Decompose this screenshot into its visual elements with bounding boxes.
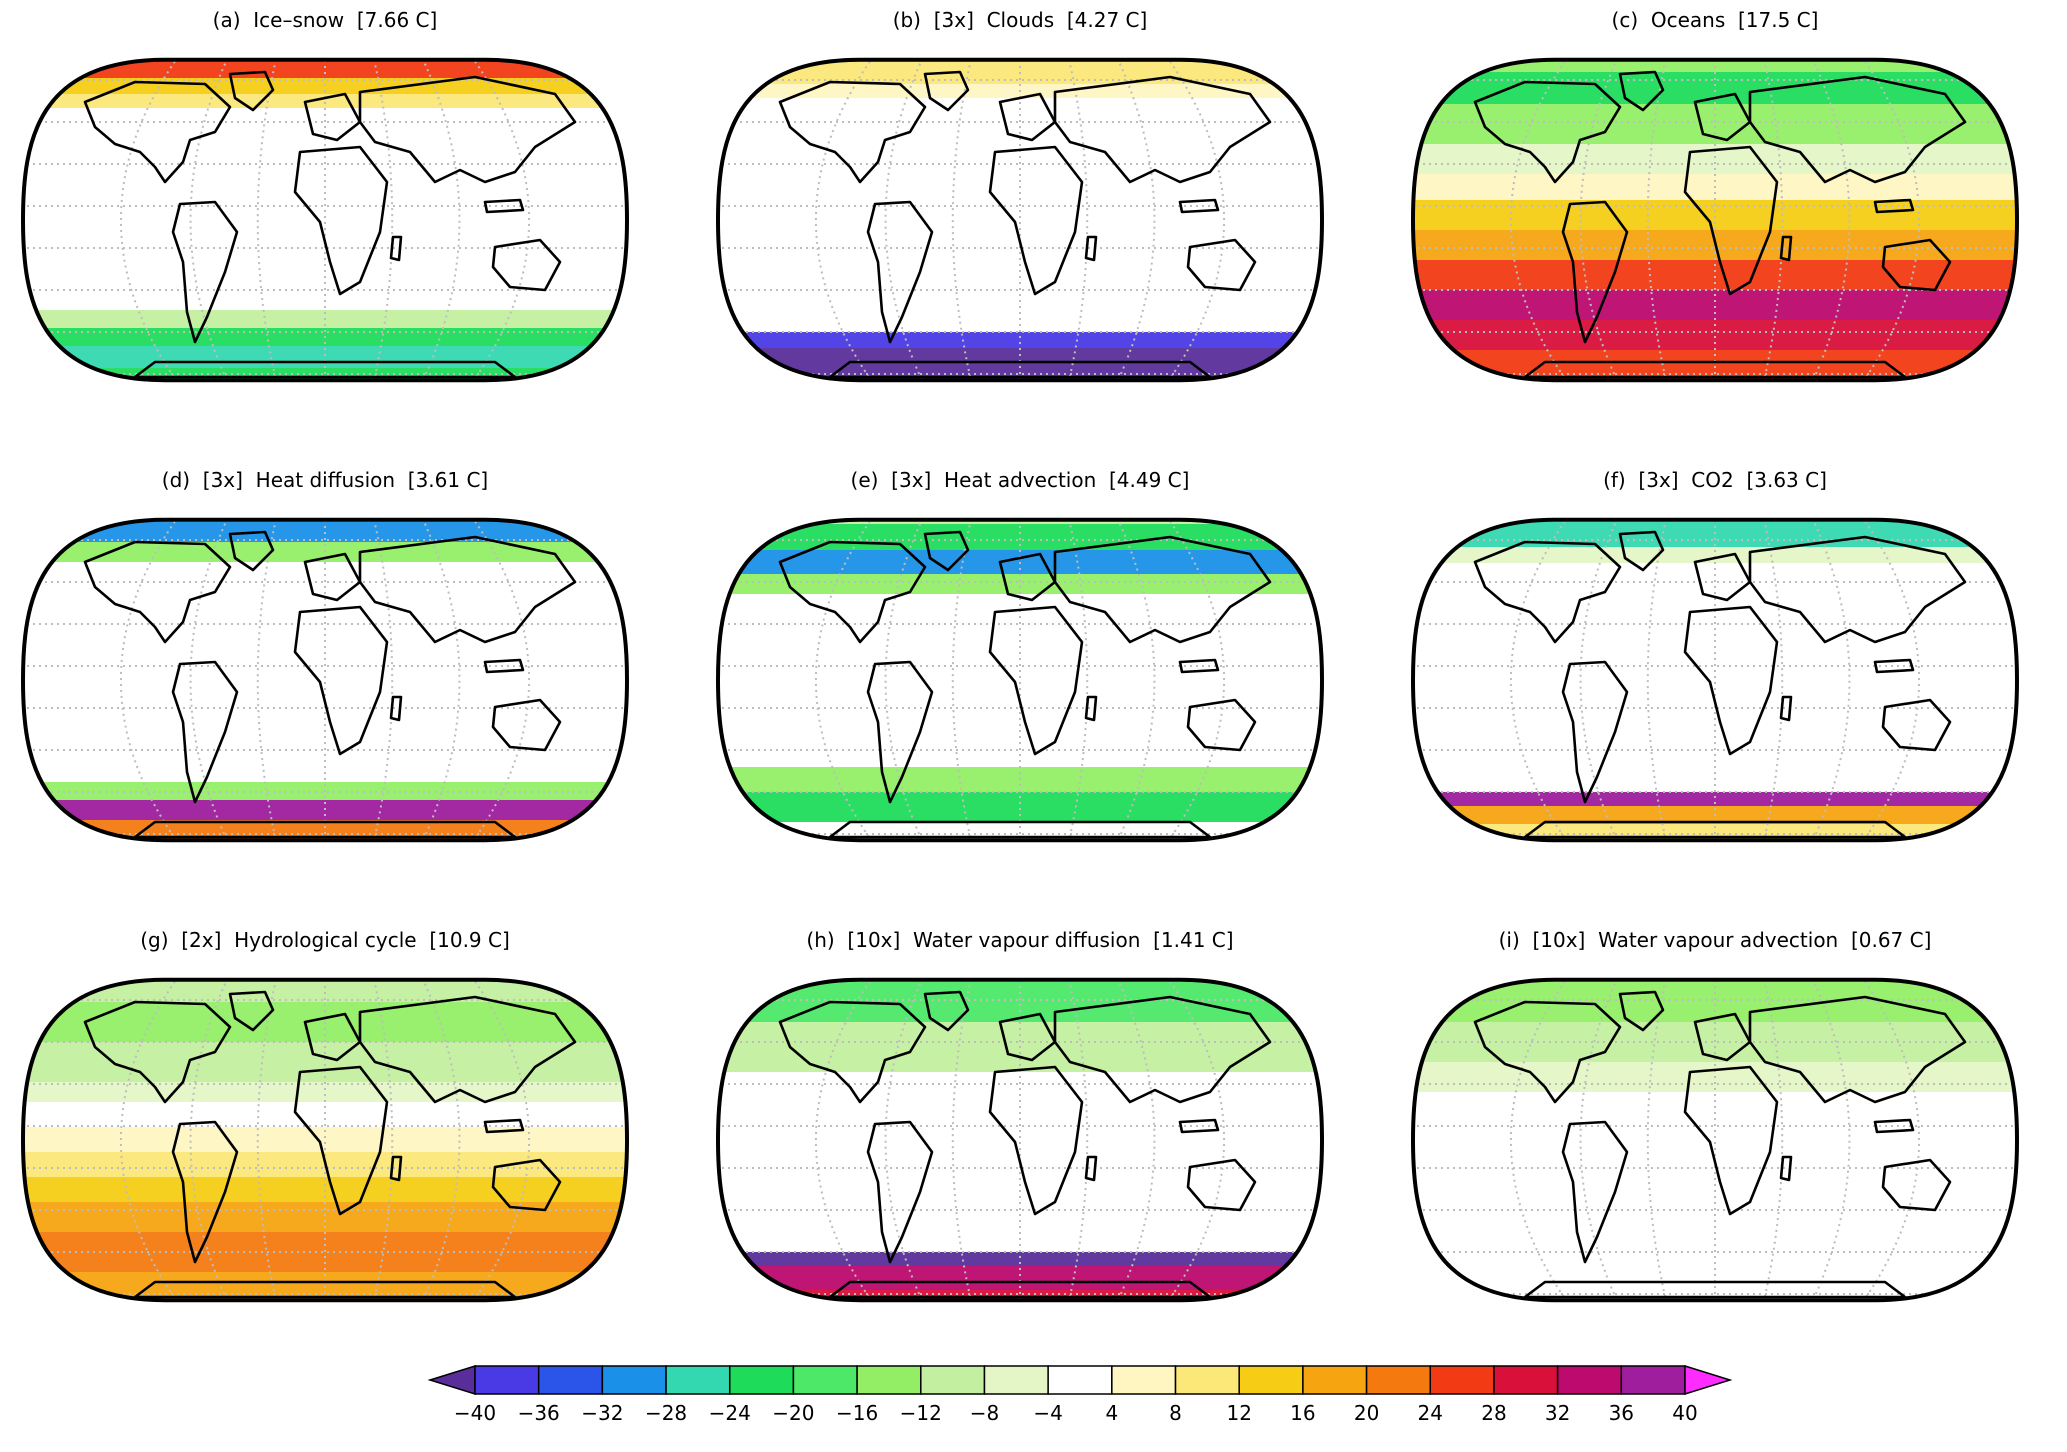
map-panel-h: (h) [10x] Water vapour diffusion [1.41 C… — [700, 928, 1340, 1328]
map-outline — [20, 57, 630, 383]
map-panel-e: (e) [3x] Heat advection [4.49 C] — [700, 468, 1340, 868]
map-panel-c: (c) Oceans [17.5 C] — [1395, 8, 2035, 408]
map-outline — [715, 977, 1325, 1303]
colorbar-tick-label: −28 — [645, 1401, 687, 1425]
colorbar-tick-label: 24 — [1418, 1401, 1443, 1425]
colorbar: −40 −36 −32 −28 −24 −20 −16 −12 −8 −4 4 8 12 16 20 24 28… — [427, 1364, 1733, 1425]
colorbar-swatch — [920, 1365, 986, 1395]
colorbar-swatch — [474, 1365, 540, 1395]
colorbar-tick-label: −12 — [900, 1401, 942, 1425]
world-map — [20, 57, 630, 383]
map-outline — [20, 977, 630, 1303]
colorbar-swatch — [1238, 1365, 1304, 1395]
colorbar-tick-label: 20 — [1354, 1401, 1379, 1425]
colorbar-swatch — [728, 1365, 795, 1395]
colorbar-swatch — [1493, 1365, 1559, 1395]
colorbar-swatch — [427, 1364, 476, 1396]
panel-title: (b) [3x] Clouds [4.27 C] — [892, 8, 1148, 32]
colorbar-tick-label: 40 — [1672, 1401, 1697, 1425]
colorbar-swatch — [792, 1365, 858, 1395]
colorbar-tick-label: 36 — [1609, 1401, 1634, 1425]
panel-title: (e) [3x] Heat advection [4.49 C] — [850, 468, 1190, 492]
panel-title: (h) [10x] Water vapour diffusion [1.41 C… — [806, 928, 1234, 952]
colorbar-swatch — [601, 1365, 667, 1395]
map-panel-g: (g) [2x] Hydrological cycle [10.9 C] — [5, 928, 645, 1328]
colorbar-tick-label: −32 — [581, 1401, 623, 1425]
colorbar-swatch — [1302, 1365, 1368, 1395]
coastlines — [1473, 70, 1967, 379]
panel-title: (c) Oceans [17.5 C] — [1611, 8, 1819, 32]
coastlines — [778, 70, 1272, 379]
colorbar-swatch — [1365, 1365, 1432, 1395]
colorbar-swatch — [1429, 1365, 1495, 1395]
colorbar-tick-label: 8 — [1169, 1401, 1182, 1425]
colorbar-tick-label: −40 — [454, 1401, 496, 1425]
world-map — [715, 57, 1325, 383]
colorbar-swatch — [983, 1365, 1049, 1395]
colorbar-tick-label: 12 — [1226, 1401, 1251, 1425]
colorbar-tick-label: −16 — [836, 1401, 878, 1425]
colorbar-tick-label: −4 — [1033, 1401, 1062, 1425]
colorbar-swatch — [1556, 1365, 1623, 1395]
colorbar-tick-label: 28 — [1481, 1401, 1506, 1425]
world-map — [20, 977, 630, 1303]
colorbar-swatch — [665, 1365, 731, 1395]
colorbar-tick-label: −20 — [772, 1401, 814, 1425]
panel-title: (i) [10x] Water vapour advection [0.67 C… — [1498, 928, 1932, 952]
map-panel-a: (a) Ice–snow [7.66 C] — [5, 8, 645, 408]
colorbar-swatch — [1047, 1365, 1113, 1395]
colorbar-swatch — [1684, 1364, 1733, 1396]
colorbar-tick-label: 32 — [1545, 1401, 1570, 1425]
colorbar-swatch — [537, 1365, 604, 1395]
world-map — [20, 517, 630, 843]
panel-title: (g) [2x] Hydrological cycle [10.9 C] — [140, 928, 510, 952]
map-outline — [1410, 57, 2020, 383]
world-map — [1410, 57, 2020, 383]
world-map — [1410, 517, 2020, 843]
map-panel-b: (b) [3x] Clouds [4.27 C] — [700, 8, 1340, 408]
coastlines — [83, 70, 577, 379]
colorbar-swatch — [1111, 1365, 1177, 1395]
map-outline — [1410, 977, 2020, 1303]
coastlines — [1473, 530, 1967, 839]
world-map — [1410, 977, 2020, 1303]
map-outline — [715, 57, 1325, 383]
coastlines — [778, 530, 1272, 839]
map-panel-d: (d) [3x] Heat diffusion [3.61 C] — [5, 468, 645, 868]
panel-title: (f) [3x] CO2 [3.63 C] — [1603, 468, 1827, 492]
map-panel-i: (i) [10x] Water vapour advection [0.67 C… — [1395, 928, 2035, 1328]
colorbar-swatch — [856, 1365, 922, 1395]
panel-title: (a) Ice–snow [7.66 C] — [212, 8, 438, 32]
colorbar-tick-label: −8 — [970, 1401, 999, 1425]
colorbar-swatch — [1174, 1365, 1240, 1395]
map-panel-f: (f) [3x] CO2 [3.63 C] — [1395, 468, 2035, 868]
map-outline — [715, 517, 1325, 843]
colorbar-tick-label: 16 — [1290, 1401, 1315, 1425]
graticule — [23, 979, 627, 1301]
map-outline — [20, 517, 630, 843]
colorbar-tick-label: −36 — [518, 1401, 560, 1425]
colorbar-tick-label: −24 — [709, 1401, 751, 1425]
world-map — [715, 977, 1325, 1303]
world-map — [715, 517, 1325, 843]
colorbar-tick-label: 4 — [1105, 1401, 1118, 1425]
map-outline — [1410, 517, 2020, 843]
panel-title: (d) [3x] Heat diffusion [3.61 C] — [161, 468, 489, 492]
colorbar-swatch — [1620, 1365, 1686, 1395]
